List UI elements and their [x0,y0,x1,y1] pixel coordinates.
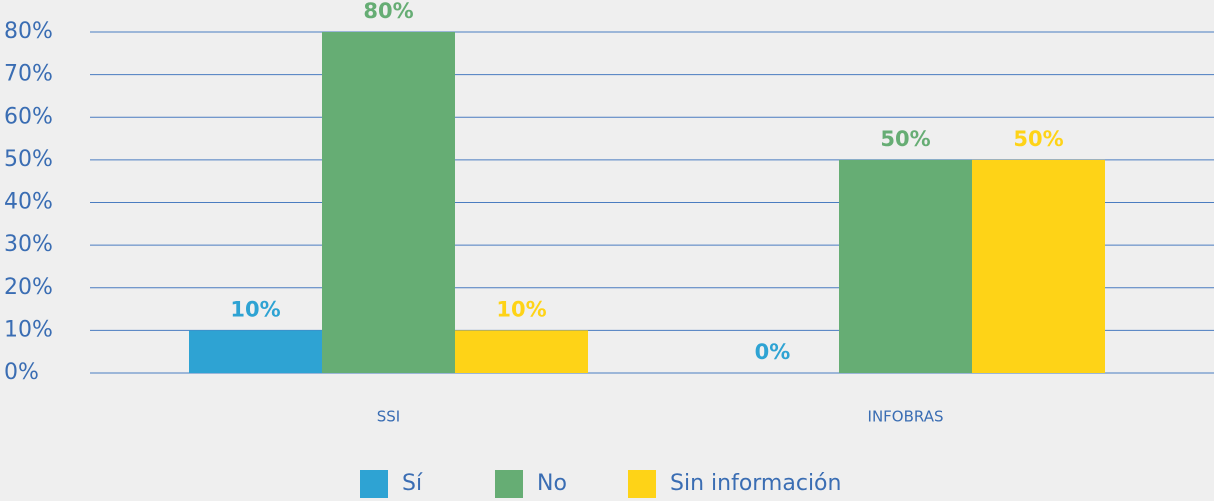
x-tick-label: INFOBRAS [868,408,944,426]
y-tick-label: 0% [4,360,39,385]
bar [455,330,588,373]
legend-swatch [360,470,388,498]
bar [189,330,322,373]
bar [839,159,972,373]
y-tick-label: 10% [4,317,53,342]
value-label: 10% [496,297,546,321]
legend-swatch [495,470,523,498]
y-tick-label: 60% [4,104,53,129]
value-label: 0% [755,340,791,364]
value-label: 10% [230,297,280,321]
x-tick-label: SSI [377,408,400,426]
value-label: 50% [1013,127,1063,151]
y-tick-label: 30% [4,232,53,257]
y-tick-label: 50% [4,147,53,172]
bar [972,159,1105,373]
legend-swatch [628,470,656,498]
legend-label: Sin información [670,471,841,496]
y-tick-label: 70% [4,62,53,87]
y-tick-label: 80% [4,19,53,44]
value-label: 50% [880,127,930,151]
legend-label: Sí [402,471,423,496]
bar [322,32,455,373]
y-tick-label: 20% [4,275,53,300]
legend-label: No [537,471,567,496]
value-label: 80% [363,0,413,23]
y-tick-label: 40% [4,190,53,215]
